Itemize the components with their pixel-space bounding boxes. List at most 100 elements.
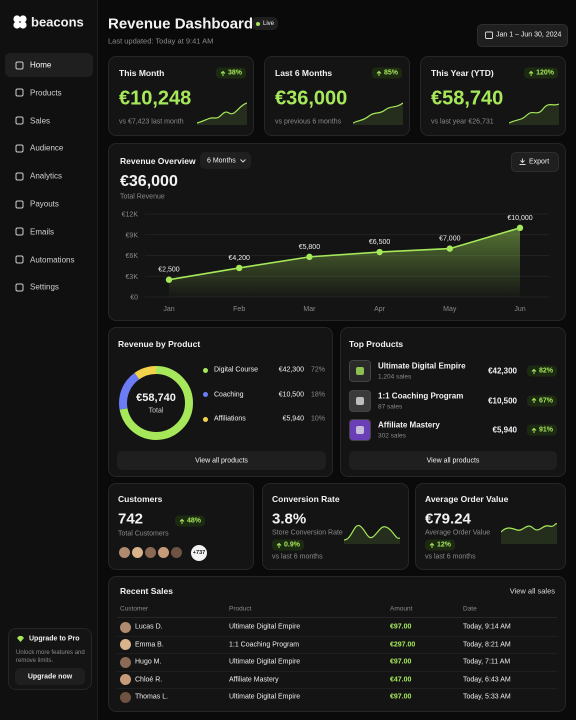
donut-chart	[119, 366, 193, 440]
customer-name: Hugo M.	[135, 658, 162, 666]
data-point	[446, 245, 453, 252]
conversion-caption: Store Conversion Rate	[272, 529, 343, 537]
nav-item[interactable]	[5, 53, 93, 77]
data-point	[306, 253, 313, 261]
arrow-up-icon	[276, 542, 282, 548]
sale-date: Today, 5:33 AM	[463, 693, 511, 701]
sparkline-line	[344, 524, 400, 541]
arrow-up-icon	[531, 368, 537, 374]
legend-amount: €10,500	[278, 391, 304, 398]
sparkline-area	[344, 525, 400, 544]
data-label: €2,500	[158, 267, 180, 274]
product-thumbnail	[349, 419, 371, 441]
arrow-up-icon	[376, 70, 382, 76]
upgrade-button-label[interactable]: Upgrade now	[27, 673, 73, 680]
export-label[interactable]: Export	[529, 158, 550, 166]
y-tick-label: €6K	[126, 253, 139, 260]
nav-label[interactable]: Sales	[30, 116, 51, 126]
product-sales: 1,204 sales	[378, 373, 412, 381]
sale-amount: €97.00	[390, 658, 412, 666]
date-range-label[interactable]: Jan 1 – Jun 30, 2024	[496, 31, 562, 39]
date-range-button[interactable]: Jan 1 – Jun 30, 2024	[477, 24, 568, 47]
view-top-products-label[interactable]: View all products	[426, 457, 480, 464]
arrow-up-icon	[179, 518, 185, 524]
recent-sales-title: Recent Sales	[120, 586, 173, 596]
donut-segment	[119, 366, 193, 440]
product-name: 1:1 Coaching Program	[378, 391, 464, 400]
sparkline	[353, 102, 403, 125]
data-label: €10,000	[507, 215, 532, 222]
chevron-icon	[240, 158, 246, 163]
download-shape	[519, 158, 526, 165]
sparkline-area	[501, 523, 557, 544]
customer-avatar	[170, 546, 183, 559]
sparkline-line	[501, 522, 557, 533]
customer-name: Emma B.	[135, 641, 164, 648]
upgrade-text: Unlock more features and remove limits.	[16, 650, 85, 664]
view-products-button[interactable]: View all products	[117, 451, 326, 470]
product-name: Affiliate Mastery	[378, 420, 440, 430]
y-tick-label: €0	[130, 295, 138, 302]
change-badge: 38%	[215, 67, 246, 79]
arrow-up-icon	[531, 397, 537, 403]
period-label[interactable]: 6 Months	[207, 157, 236, 164]
product-name: Ultimate Digital Empire	[229, 623, 301, 631]
nav-icon-shape	[15, 172, 24, 181]
revenue-overview-card: Revenue Overview 6 Months Export €36,000 Tot…	[108, 143, 566, 321]
live-label: Live	[263, 20, 275, 27]
aov-caption: Average Order Value	[425, 529, 491, 537]
data-label: €5,800	[299, 244, 321, 251]
recent-sales-card: Recent Sales View all sales Customer Produc…	[108, 576, 566, 712]
sparkline	[197, 102, 247, 125]
export-button[interactable]: Export	[511, 152, 559, 172]
nav-label[interactable]: Products	[30, 88, 62, 98]
nav-label[interactable]: Emails	[30, 227, 55, 237]
nav-label[interactable]: Settings	[30, 282, 59, 292]
thumbnail-mark	[356, 396, 364, 405]
customer-avatar	[131, 546, 144, 559]
nav-icon-shape	[15, 283, 24, 292]
product-thumbnail	[349, 360, 371, 382]
product-name: Affiliate Mastery	[229, 676, 279, 683]
change-text: 120%	[536, 69, 554, 77]
legend-label: Coaching	[214, 391, 244, 398]
nav-label[interactable]: Payouts	[30, 199, 59, 209]
nav-icon-shape	[15, 116, 24, 125]
arrow-up-icon	[429, 542, 435, 548]
sale-amount: €47.00	[390, 676, 412, 683]
legend-percent: 18%	[310, 391, 325, 398]
x-tick-label: Apr	[374, 306, 386, 313]
view-products-label[interactable]: View all products	[195, 457, 248, 464]
column-header: Customer	[120, 605, 149, 613]
by-product-title: Revenue by Product	[118, 339, 201, 349]
sparkline-area	[509, 104, 559, 125]
period-dropdown[interactable]: 6 Months	[200, 152, 251, 169]
nav-label[interactable]: Audience	[30, 143, 64, 153]
customers-title: Customers	[118, 494, 163, 504]
product-sales: 87 sales	[378, 403, 403, 410]
upgrade-button[interactable]: Upgrade now	[15, 668, 85, 685]
sparkline	[509, 103, 559, 125]
customers-value: 742	[118, 510, 144, 528]
nav-label[interactable]: Analytics	[30, 171, 63, 181]
overview-total: €36,000	[120, 173, 178, 190]
nav-label[interactable]: Home	[30, 60, 52, 70]
product-name: 1:1 Coaching Program	[229, 641, 300, 648]
stat-compare: vs previous 6 months	[275, 118, 342, 126]
nav-icon	[15, 144, 24, 153]
view-all-sales[interactable]: View all sales	[509, 586, 555, 596]
aov-card: Average Order Value €79.24 Average Order V…	[415, 483, 566, 570]
conversion-card: Conversion Rate 3.8% Store Conversion Rate…	[262, 483, 409, 570]
y-tick-label: €3K	[126, 274, 139, 281]
x-tick-label: Jan	[163, 306, 174, 313]
customer-avatar	[118, 546, 131, 559]
legend-dot	[203, 416, 208, 422]
sparkline-line	[509, 103, 559, 124]
legend-label: Digital Course	[214, 366, 258, 374]
stat-compare: vs last year €26,731	[431, 118, 494, 126]
view-top-products-button[interactable]: View all products	[349, 451, 557, 470]
thumbnail-mark	[356, 367, 364, 375]
nav-label[interactable]: Automations	[30, 255, 75, 265]
arrow-shape	[179, 518, 185, 524]
